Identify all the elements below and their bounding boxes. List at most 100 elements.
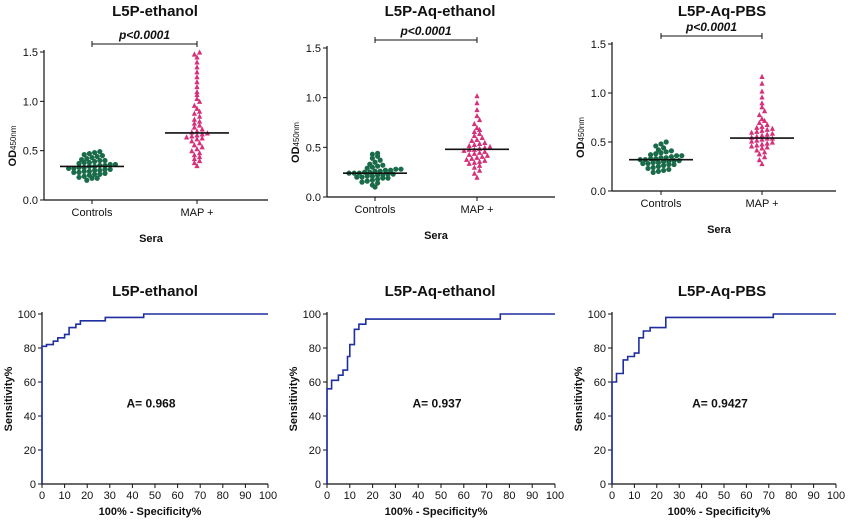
y-axis-label-sub: 450nm xyxy=(292,122,301,147)
x-tick-label: 80 xyxy=(503,490,515,502)
data-point-controls xyxy=(645,165,651,172)
data-point-controls xyxy=(369,177,375,183)
x-axis-label: 100% - Specificity% xyxy=(668,506,771,518)
x-category-label: Controls xyxy=(355,204,396,216)
data-point-map-plus xyxy=(464,156,470,162)
data-point-map-plus xyxy=(191,152,197,158)
x-tick-label: 60 xyxy=(458,490,470,502)
data-point-controls xyxy=(89,154,95,161)
x-tick-label: 100 xyxy=(546,490,564,502)
y-tick-label: 20 xyxy=(24,445,36,457)
data-point-map-plus xyxy=(754,147,760,153)
chart-title: L5P-ethanol xyxy=(112,3,198,20)
data-point-map-plus xyxy=(197,113,203,119)
x-tick-label: 30 xyxy=(104,490,116,502)
y-axis-label-main: OD xyxy=(575,141,587,158)
x-tick-label: 10 xyxy=(628,490,640,502)
y-tick-label: 60 xyxy=(24,377,36,389)
data-point-map-plus xyxy=(194,88,200,95)
data-point-controls xyxy=(81,173,87,179)
data-point-controls xyxy=(76,169,82,175)
data-point-controls xyxy=(369,155,375,161)
y-tick-label: 40 xyxy=(309,411,321,423)
x-category-label: Controls xyxy=(72,207,113,219)
y-tick-label: 100 xyxy=(18,309,36,321)
data-point-controls xyxy=(99,153,105,159)
data-point-map-plus xyxy=(764,144,770,150)
y-axis-label-main: OD xyxy=(290,146,302,163)
data-point-controls xyxy=(97,171,103,177)
data-point-map-plus xyxy=(479,134,485,140)
data-point-map-plus xyxy=(197,122,203,128)
y-tick-label: 1.5 xyxy=(306,43,321,55)
data-point-map-plus xyxy=(482,139,488,145)
x-tick-label: 80 xyxy=(785,490,797,502)
y-tick-label: 60 xyxy=(594,377,606,389)
data-point-controls xyxy=(81,168,87,174)
x-tick-label: 90 xyxy=(807,490,819,502)
data-point-controls xyxy=(666,166,672,173)
data-point-map-plus xyxy=(191,142,197,148)
scatter-chart-1: L5P-ethanol 0.0 0.5 1.0 1.5 Controls MAP + Sera… xyxy=(7,3,268,245)
y-tick-label: 0 xyxy=(600,479,606,491)
data-point-controls xyxy=(102,170,108,176)
data-point-controls xyxy=(658,141,664,147)
data-point-map-plus xyxy=(184,134,190,140)
data-point-controls xyxy=(661,167,667,174)
data-point-controls xyxy=(92,158,98,165)
data-point-map-plus xyxy=(194,64,200,70)
data-point-controls xyxy=(663,139,669,145)
roc-chart-1: L5P-ethanol 0 20 40 60 80 100 0 10 20 30 40 50 60 70 80… xyxy=(3,283,277,518)
data-point-map-plus xyxy=(759,115,765,122)
data-point-map-plus xyxy=(477,158,483,164)
data-point-map-plus xyxy=(194,54,200,60)
x-category-label: MAP + xyxy=(180,207,213,219)
data-point-map-plus xyxy=(194,105,200,111)
data-point-map-plus xyxy=(759,127,765,133)
data-point-controls xyxy=(393,166,399,172)
data-point-controls xyxy=(661,145,667,151)
data-point-map-plus xyxy=(194,162,200,169)
data-point-map-plus xyxy=(461,147,467,153)
data-point-map-plus xyxy=(197,108,203,114)
y-tick-label: 80 xyxy=(309,343,321,355)
x-tick-label: 40 xyxy=(126,490,138,502)
data-point-map-plus xyxy=(191,110,197,116)
data-point-map-plus xyxy=(762,117,768,124)
data-point-map-plus xyxy=(474,112,480,119)
data-point-controls xyxy=(645,160,651,167)
x-axis-label: Sera xyxy=(139,233,164,245)
data-point-controls xyxy=(364,173,370,179)
data-point-map-plus xyxy=(194,83,200,90)
data-point-map-plus xyxy=(191,155,197,162)
y-tick-label: 0.5 xyxy=(23,146,38,158)
data-point-controls xyxy=(663,149,669,155)
data-point-controls xyxy=(86,159,92,166)
data-point-map-plus xyxy=(474,154,480,160)
roc-curve xyxy=(41,313,268,484)
data-point-controls xyxy=(671,161,677,168)
data-point-map-plus xyxy=(754,137,760,143)
data-point-map-plus xyxy=(474,174,480,180)
data-point-controls xyxy=(390,171,396,177)
y-tick-label: 0 xyxy=(315,479,321,491)
data-point-controls xyxy=(92,167,98,173)
data-point-map-plus xyxy=(194,136,200,142)
data-point-map-plus xyxy=(471,164,477,170)
data-point-map-plus xyxy=(194,146,200,152)
data-point-controls xyxy=(97,162,103,169)
scatter-chart-2: L5P-Aq-ethanol 0.0 0.5 1.0 1.5 Controls MAP + S… xyxy=(290,3,555,242)
chart-title: L5P-Aq-PBS xyxy=(678,3,766,20)
data-point-map-plus xyxy=(484,152,490,158)
data-point-map-plus xyxy=(482,157,488,163)
data-point-map-plus xyxy=(197,98,203,104)
data-point-controls xyxy=(398,166,404,172)
data-point-controls xyxy=(372,184,378,190)
roc-curve xyxy=(611,313,836,484)
data-point-map-plus xyxy=(482,148,488,154)
auc-annotation: A= 0.968 xyxy=(126,397,175,411)
data-point-map-plus xyxy=(199,144,205,150)
y-tick-label: 0.0 xyxy=(23,195,38,207)
data-point-map-plus xyxy=(191,159,197,166)
x-axis-label: 100% - Specificity% xyxy=(385,506,488,518)
